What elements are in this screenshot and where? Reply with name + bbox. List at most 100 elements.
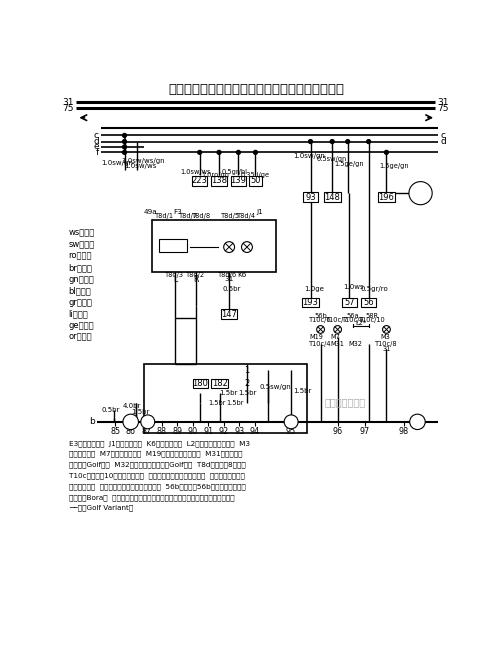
Circle shape [122,150,126,154]
Text: 1.5ge/gn: 1.5ge/gn [334,161,364,167]
Text: B167: B167 [410,189,432,197]
Text: －右驻车灯泡  M7－右前转向灯泡  M19－右侧侧面转向灯泡  M31－右近光灯: －右驻车灯泡 M7－右前转向灯泡 M19－右侧侧面转向灯泡 M31－右近光灯 [68,451,242,457]
Text: 1.5br: 1.5br [238,390,256,397]
Bar [222,310,237,319]
Circle shape [410,414,425,430]
Text: 31: 31 [62,98,74,107]
Text: 87: 87 [141,426,152,436]
Circle shape [316,325,324,333]
Text: 31: 31 [382,346,390,352]
Circle shape [254,150,258,154]
Bar [192,176,208,186]
Text: li＝紫色: li＝紫色 [68,310,88,319]
Text: 1.0ro/gn: 1.0ro/gn [201,172,229,178]
Text: 1: 1 [244,366,250,375]
Text: 223: 223 [192,176,208,185]
Text: 98: 98 [398,426,408,436]
Circle shape [122,140,126,143]
Text: 90: 90 [188,426,198,436]
Circle shape [242,242,252,253]
Text: 85: 85 [110,426,120,436]
Text: 1.0sw/ws: 1.0sw/ws [180,168,211,175]
Text: 在大灯线束内  ⑲－接地连接２，在大灯线束内  56b－连接（56b），在车内线束内: 在大灯线束内 ⑲－接地连接２，在大灯线束内 56b－连接（56b），在车内线束内 [68,483,246,490]
Circle shape [284,415,298,429]
Text: 1.5br: 1.5br [219,390,238,397]
Text: ro＝红色: ro＝红色 [68,252,92,261]
Text: R: R [193,275,198,284]
Bar [144,364,306,434]
Text: 57: 57 [344,298,354,307]
Text: 49a: 49a [144,209,158,215]
Text: 148: 148 [324,193,340,201]
Text: L: L [173,275,177,284]
Text: 50: 50 [250,176,260,185]
Circle shape [330,140,334,143]
Circle shape [122,145,126,149]
Text: T10c/6: T10c/6 [310,317,332,323]
Text: ＊－仅指Bora车  ＊＊－闪光继电器上号码可能与插头号码不同，见故障查寻程序: ＊－仅指Bora车 ＊＊－闪光继电器上号码可能与插头号码不同，见故障查寻程序 [68,494,234,501]
Text: J1: J1 [256,209,262,215]
Text: c: c [440,131,446,140]
Text: 1.0ws: 1.0ws [343,284,363,290]
Text: ws＝白色: ws＝白色 [68,229,95,238]
Text: T8d/1: T8d/1 [154,213,174,219]
Text: T10c/7: T10c/7 [326,317,349,323]
Text: 86: 86 [126,426,136,436]
Text: gr＝灰色: gr＝灰色 [68,298,92,307]
Circle shape [141,415,154,429]
Text: e: e [94,143,99,151]
Text: br＝棕色: br＝棕色 [68,263,92,273]
Text: T10c/8: T10c/8 [375,341,398,347]
Text: 0.5sw/gn: 0.5sw/gn [317,156,348,162]
Text: 88: 88 [156,426,166,436]
Bar [212,176,227,186]
Text: 96: 96 [332,426,342,436]
Text: L2*: L2* [355,319,366,325]
Bar [248,176,262,186]
Text: 56a: 56a [347,313,360,319]
Bar [212,379,228,388]
Text: d: d [93,137,99,146]
Text: 95: 95 [286,426,296,436]
Text: 31: 31 [438,98,449,107]
Text: 92: 92 [286,417,296,426]
Text: M7: M7 [330,334,340,340]
Text: 193: 193 [302,298,318,307]
Text: 56: 56 [364,298,374,307]
Text: ──仅指Golf Variant车: ──仅指Golf Variant车 [68,505,133,512]
Text: 94: 94 [250,426,260,436]
Text: T8d/8: T8d/8 [192,213,212,219]
Circle shape [366,140,370,143]
Text: 1.0sw/gn: 1.0sw/gn [293,153,325,159]
Text: 92: 92 [218,426,229,436]
Text: 1.0sw/ws: 1.0sw/ws [124,163,156,169]
Text: b: b [90,417,95,426]
Text: 1.0sw/gn: 1.0sw/gn [101,160,132,166]
Text: 1.0ge: 1.0ge [304,286,324,292]
Text: 93: 93 [234,426,244,436]
Text: 75: 75 [62,104,74,113]
Text: 93: 93 [305,193,316,201]
Bar [378,193,395,202]
Text: 0.5sw/gn: 0.5sw/gn [260,384,292,390]
Circle shape [236,150,240,154]
Circle shape [217,150,221,154]
Circle shape [384,150,388,154]
Circle shape [409,182,432,205]
Text: M19: M19 [310,334,324,340]
Bar [302,298,319,307]
Text: 4.0br: 4.0br [123,403,142,409]
Text: 1.5br: 1.5br [131,409,149,415]
Text: 97: 97 [360,426,370,436]
Text: E3－警告灯开关  J1－闪光继电器  K6－警告指示灯  L2－右大灯双丝灯泡＊  M3: E3－警告灯开关 J1－闪光继电器 K6－警告指示灯 L2－右大灯双丝灯泡＊ M… [68,440,250,447]
Text: 维库电子市场网: 维库电子市场网 [325,397,366,408]
Text: ge＝黄色: ge＝黄色 [68,321,94,330]
Text: 0.5gr/ro: 0.5gr/ro [361,286,388,292]
Text: T8d/2: T8d/2 [186,272,206,278]
Text: 56b: 56b [314,313,327,319]
Text: 147: 147 [221,310,237,319]
Text: 182: 182 [212,379,228,388]
Text: 1.5br: 1.5br [226,399,244,406]
Text: 180: 180 [192,379,208,388]
Bar [192,379,208,388]
